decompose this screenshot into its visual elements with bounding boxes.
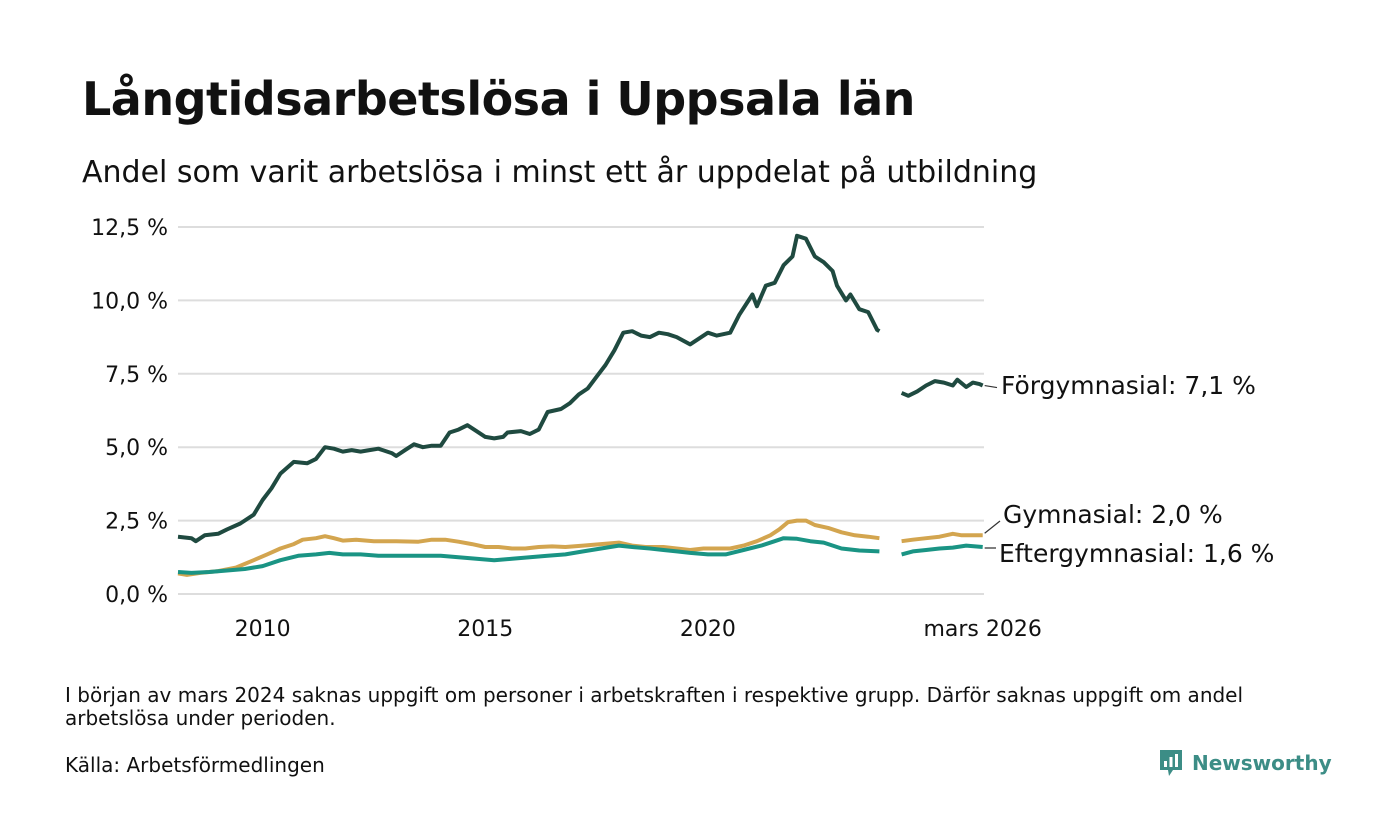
series-line-eftergymnasial <box>901 543 983 557</box>
end-label-gymnasial: Gymnasial: 2,0 % <box>1003 500 1223 529</box>
x-axis-labels: 2010 2015 2020 mars 2026 <box>235 617 1042 642</box>
series-line-gymnasial <box>177 518 880 577</box>
end-label-forgymnasial: Förgymnasial: 7,1 % <box>1001 371 1256 400</box>
chart-subtitle: Andel som varit arbetslösa i minst ett å… <box>82 155 1038 190</box>
end-labels: Förgymnasial: 7,1 % Gymnasial: 2,0 % Efter… <box>984 371 1274 568</box>
grid-lines <box>178 226 984 595</box>
y-tick-label: 7,5 % <box>105 363 168 388</box>
line-chart: 0,0 %2,5 %5,0 %7,5 %10,0 %12,5 % 2010 201… <box>91 216 1274 642</box>
x-tick-label: mars 2026 <box>923 617 1041 642</box>
series-line-förgymnasial <box>177 233 881 544</box>
x-tick-label: 2010 <box>235 617 291 642</box>
end-label-eftergymnasial: Eftergymnasial: 1,6 % <box>999 539 1274 568</box>
brand-name: Newsworthy <box>1192 751 1332 775</box>
series-line-eftergymnasial <box>177 536 880 575</box>
newsworthy-chart-icon <box>1160 750 1182 776</box>
brand-logo: Newsworthy <box>1158 748 1332 778</box>
footnote: I början av mars 2024 saknas uppgift om … <box>65 683 1244 730</box>
y-tick-label: 0,0 % <box>105 583 168 608</box>
x-tick-label: 2020 <box>680 617 736 642</box>
series-lines <box>177 233 984 577</box>
chart-title: Långtidsarbetslösa i Uppsala län <box>82 72 915 126</box>
y-tick-label: 5,0 % <box>105 436 168 461</box>
x-tick-label: 2015 <box>457 617 513 642</box>
series-line-förgymnasial <box>900 377 984 398</box>
y-tick-label: 12,5 % <box>91 216 168 241</box>
y-tick-label: 2,5 % <box>105 510 168 535</box>
source-credit: Källa: Arbetsförmedlingen <box>65 753 325 777</box>
leader-line <box>984 520 1001 534</box>
series-line-gymnasial <box>901 531 983 544</box>
y-tick-label: 10,0 % <box>91 289 168 314</box>
leader-line <box>984 384 998 389</box>
y-axis-labels: 0,0 % 2,5 % 5,0 % 7,5 % 10,0 % 12,5 % <box>91 216 168 608</box>
